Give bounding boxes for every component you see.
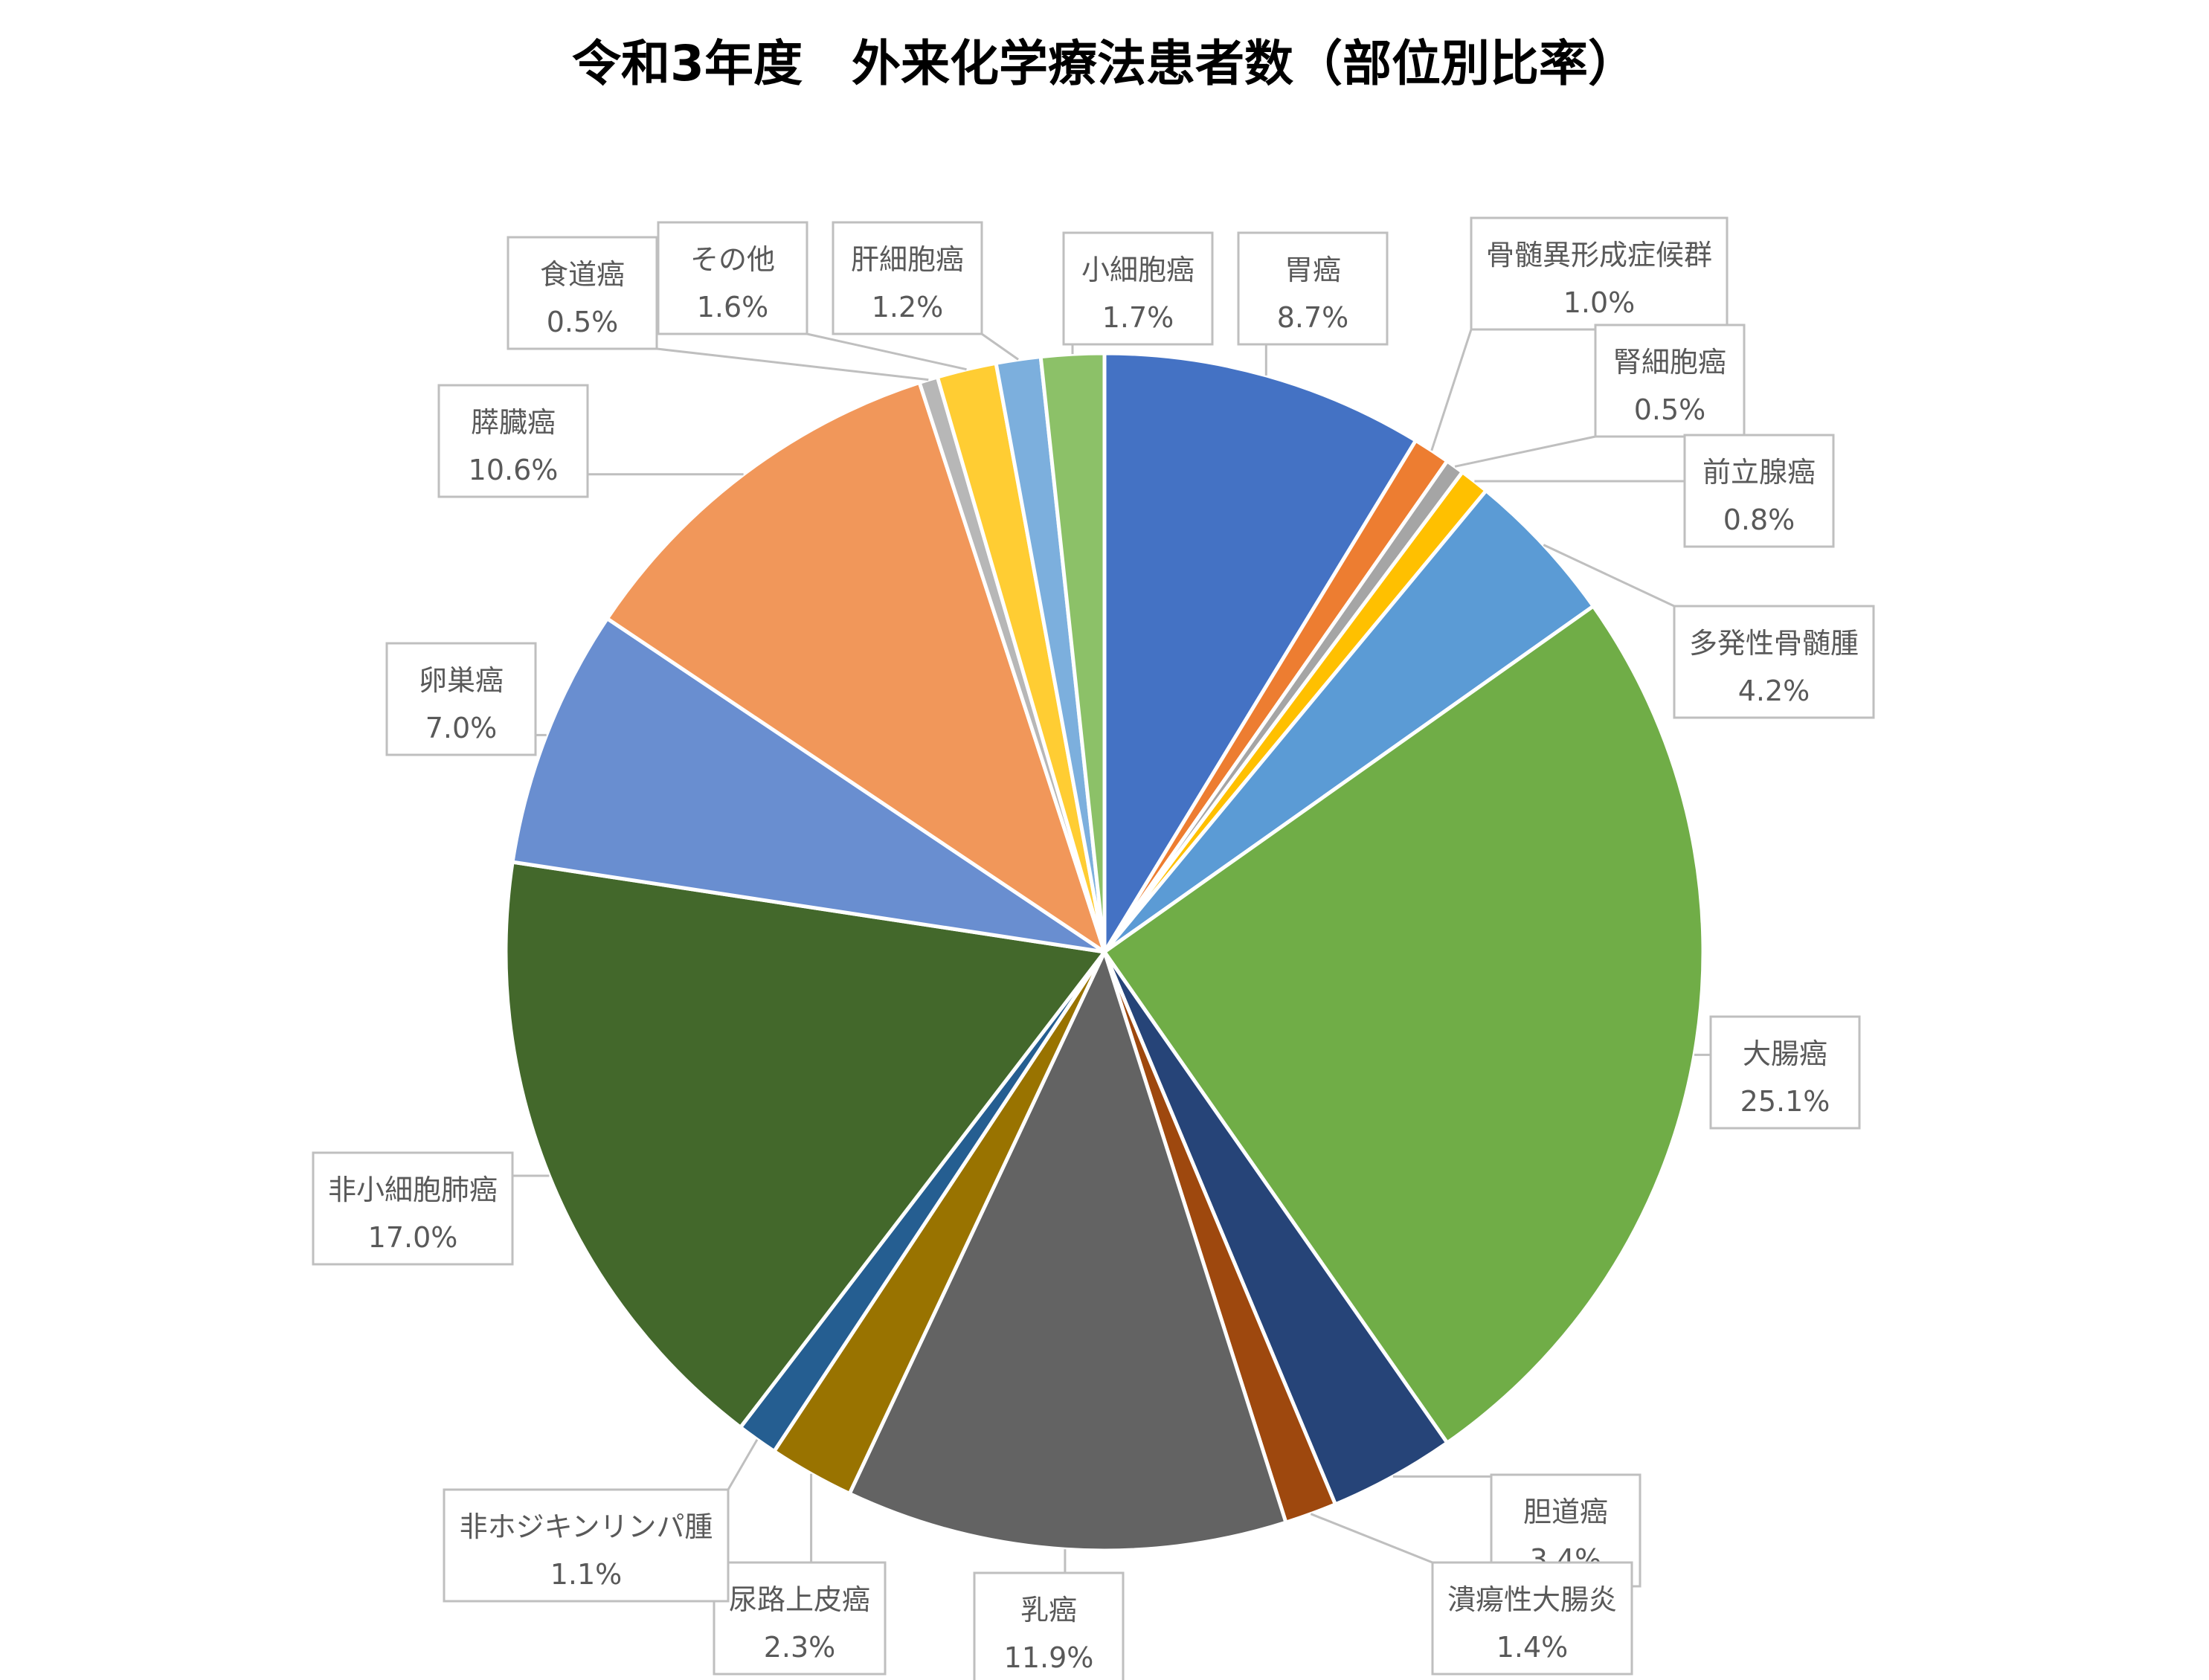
data-label-box — [973, 1571, 1125, 1680]
pie-slice — [1102, 351, 1418, 959]
slice-label: 小細胞癌 — [1081, 254, 1194, 286]
slice-value-label: 1.0% — [1563, 286, 1636, 319]
slice-value-label: 4.2% — [1738, 675, 1810, 707]
slice-label: 乳癌 — [1020, 1594, 1077, 1626]
slice-value-label: 0.5% — [547, 306, 619, 338]
slice-value-label: 1.4% — [1496, 1631, 1569, 1664]
slice-value-label: 0.5% — [1634, 393, 1706, 426]
pie-slice — [604, 380, 1108, 957]
data-label-box — [832, 221, 983, 335]
slice-value-label: 0.8% — [1723, 503, 1795, 536]
leader-line — [727, 1438, 759, 1490]
slice-value-label: 10.6% — [469, 454, 559, 486]
slice-label: 多発性骨髄腫 — [1689, 627, 1859, 660]
data-label-box — [1594, 324, 1746, 438]
slice-label: 前立腺癌 — [1702, 456, 1816, 489]
slice-label: 膵臓癌 — [471, 406, 556, 439]
slice-label: 肝細胞癌 — [851, 243, 964, 276]
leader-line — [806, 332, 967, 371]
slice-value-label: 1.6% — [697, 291, 769, 324]
slice-label: 腎細胞癌 — [1613, 346, 1726, 379]
chart-title: 令和3年度 外来化学療法患者数（部位別比率） — [572, 35, 1637, 92]
data-label-box — [657, 221, 808, 335]
data-label-box — [507, 236, 658, 350]
leader-line — [1310, 1513, 1433, 1564]
slice-label: 卵巣癌 — [419, 664, 504, 697]
data-label-box — [1673, 605, 1875, 719]
slice-label: その他 — [690, 243, 775, 276]
data-label-box — [1431, 1561, 1633, 1676]
pie-slice — [1103, 488, 1596, 954]
leader-line — [1430, 329, 1473, 451]
data-label-box — [1683, 434, 1835, 548]
slice-value-label: 7.0% — [425, 712, 498, 744]
pie-slice — [1038, 351, 1107, 953]
slice-label: 骨髄異形成症候群 — [1486, 239, 1712, 271]
pie-slice — [504, 860, 1108, 1430]
slice-value-label: 8.7% — [1277, 301, 1349, 334]
slice-label: 食道癌 — [540, 258, 625, 291]
slice-label: 潰瘍性大腸炎 — [1447, 1583, 1617, 1616]
data-label-box — [312, 1151, 514, 1266]
slice-label: 胆道癌 — [1523, 1496, 1608, 1528]
data-label-box — [443, 1488, 730, 1603]
slice-value-label: 1.1% — [550, 1558, 623, 1591]
leader-line — [1543, 544, 1675, 608]
data-label-box — [1062, 231, 1214, 346]
data-label-box — [385, 642, 537, 756]
pie-slice — [510, 616, 1106, 954]
slice-label: 非小細胞肺癌 — [328, 1174, 498, 1206]
slice-label: 非ホジキンリンパ腫 — [460, 1510, 713, 1543]
data-label-box — [1709, 1015, 1861, 1130]
data-label-box — [713, 1561, 887, 1676]
slice-label: 胃癌 — [1284, 254, 1341, 286]
slice-label: 大腸癌 — [1743, 1037, 1827, 1070]
slice-label: 尿路上皮癌 — [729, 1583, 870, 1616]
leader-line — [981, 332, 1019, 361]
slice-value-label: 1.2% — [872, 291, 944, 324]
data-label-box — [1237, 231, 1389, 346]
data-label-box — [437, 384, 589, 498]
leader-line — [656, 347, 929, 382]
slice-value-label: 11.9% — [1004, 1641, 1094, 1674]
slice-value-label: 1.7% — [1102, 301, 1174, 334]
leader-line — [1454, 435, 1596, 468]
slice-value-label: 17.0% — [368, 1221, 458, 1254]
slice-value-label: 25.1% — [1740, 1085, 1830, 1118]
slice-value-label: 2.3% — [764, 1631, 836, 1664]
